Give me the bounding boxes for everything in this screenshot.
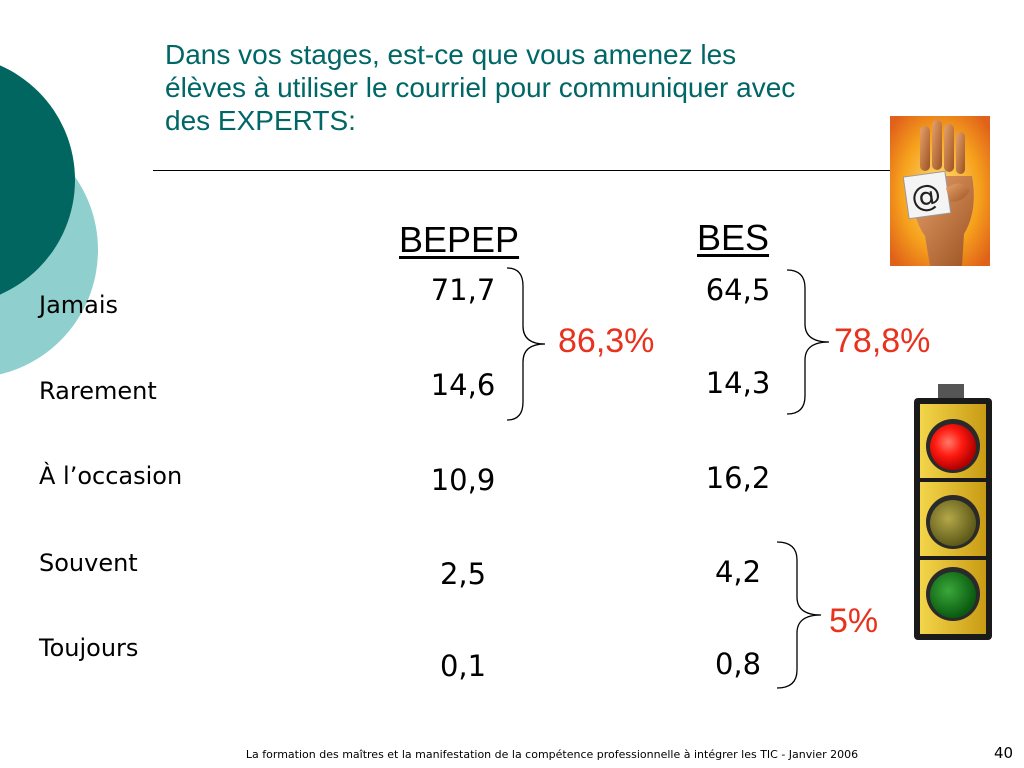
title-line-1: Dans vos stages, est-ce que vous amenez …: [165, 39, 737, 70]
decorative-circles: [0, 65, 98, 375]
brace-bes-top: [786, 269, 830, 415]
bes-top-percent: 78,8%: [834, 322, 931, 360]
title-line-3: des EXPERTS:: [165, 105, 356, 136]
bepep-value-toujours: 0,1: [439, 649, 487, 683]
title-line-2: élèves à utiliser le courriel pour commu…: [165, 72, 796, 103]
row-label-souvent: Souvent: [39, 549, 138, 577]
bes-value-rarement: 14,3: [705, 366, 771, 400]
bes-value-jamais: 64,5: [705, 273, 771, 307]
bes-value-toujours: 0,8: [714, 647, 762, 681]
email-hand-image: @: [890, 116, 990, 266]
bepep-value-souvent: 2,5: [439, 557, 487, 591]
svg-text:@: @: [909, 177, 944, 216]
traffic-light-image: [914, 384, 992, 640]
bepep-top-percent: 86,3%: [558, 322, 655, 360]
bes-value-occasion: 16,2: [705, 461, 771, 495]
brace-bes-bottom: [776, 541, 822, 689]
row-label-jamais: Jamais: [39, 291, 119, 319]
title-divider: [153, 170, 905, 171]
page-number: 40: [994, 744, 1014, 762]
bepep-value-jamais: 71,7: [430, 273, 496, 307]
bepep-value-occasion: 10,9: [430, 463, 496, 497]
column-header-bes: BES: [697, 217, 770, 258]
brace-bepep-top: [506, 267, 546, 421]
row-label-toujours: Toujours: [39, 634, 139, 662]
slide-title: Dans vos stages, est-ce que vous amenez …: [165, 38, 965, 137]
bepep-value-rarement: 14,6: [430, 368, 496, 402]
row-label-occasion: À l’occasion: [39, 462, 183, 490]
bes-value-souvent: 4,2: [714, 555, 762, 589]
column-header-bepep: BEPEP: [399, 219, 520, 260]
row-label-rarement: Rarement: [39, 377, 157, 405]
bes-bottom-percent: 5%: [829, 602, 879, 640]
footer-text: La formation des maîtres et la manifesta…: [245, 748, 859, 761]
